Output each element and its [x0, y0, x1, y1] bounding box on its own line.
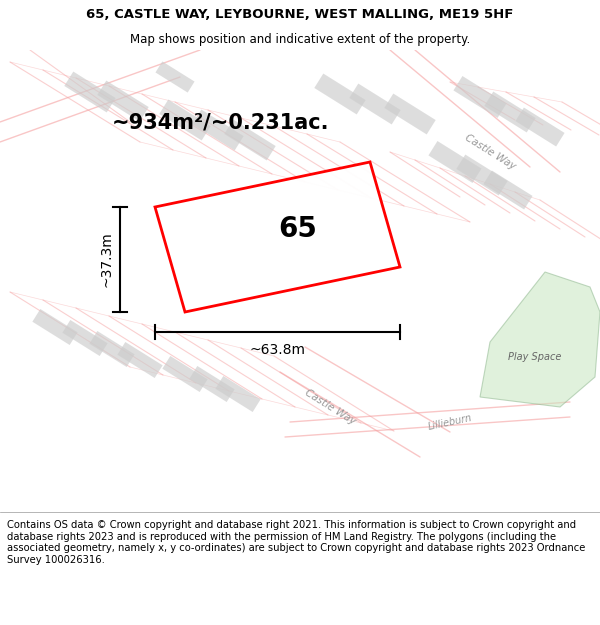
Polygon shape: [97, 81, 149, 121]
Polygon shape: [215, 376, 260, 412]
Polygon shape: [89, 331, 134, 367]
Polygon shape: [190, 366, 235, 402]
Polygon shape: [515, 107, 565, 146]
Text: ~934m²/~0.231ac.: ~934m²/~0.231ac.: [111, 112, 329, 132]
Polygon shape: [224, 119, 276, 161]
Polygon shape: [314, 74, 366, 114]
Polygon shape: [349, 84, 401, 124]
Text: Castle Way: Castle Way: [303, 388, 357, 426]
Text: Map shows position and indicative extent of the property.: Map shows position and indicative extent…: [130, 32, 470, 46]
Polygon shape: [454, 76, 506, 118]
Text: ~37.3m: ~37.3m: [99, 232, 113, 288]
Text: Contains OS data © Crown copyright and database right 2021. This information is : Contains OS data © Crown copyright and d…: [7, 520, 586, 565]
Polygon shape: [484, 91, 536, 132]
Polygon shape: [155, 162, 400, 312]
Polygon shape: [64, 71, 116, 112]
Polygon shape: [480, 272, 600, 407]
Polygon shape: [456, 154, 508, 196]
Polygon shape: [155, 61, 194, 92]
Text: 65, CASTLE WAY, LEYBOURNE, WEST MALLING, ME19 5HF: 65, CASTLE WAY, LEYBOURNE, WEST MALLING,…: [86, 8, 514, 21]
Polygon shape: [163, 356, 208, 392]
Polygon shape: [484, 171, 533, 209]
Polygon shape: [384, 94, 436, 134]
Polygon shape: [118, 342, 163, 378]
Text: Play Space: Play Space: [508, 352, 562, 362]
Text: ~63.8m: ~63.8m: [250, 343, 305, 357]
Polygon shape: [192, 109, 244, 151]
Polygon shape: [159, 99, 211, 141]
Polygon shape: [428, 141, 482, 183]
Polygon shape: [32, 309, 77, 345]
Text: Castle Way: Castle Way: [463, 132, 517, 171]
Polygon shape: [62, 320, 107, 356]
Text: Lillieburn: Lillieburn: [427, 412, 473, 431]
Text: 65: 65: [278, 215, 317, 243]
